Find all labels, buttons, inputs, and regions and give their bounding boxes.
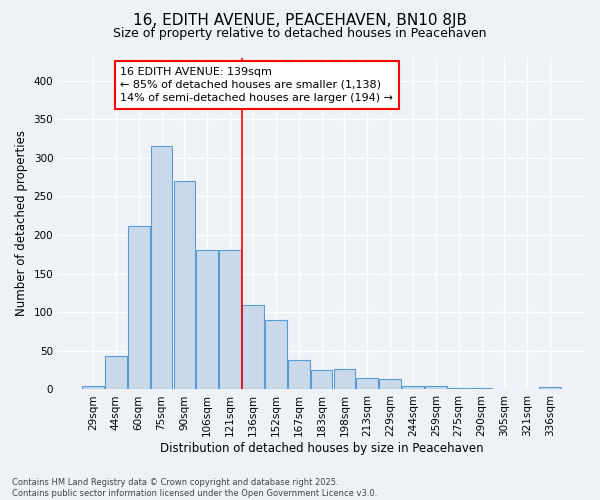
Bar xyxy=(288,360,310,390)
Bar xyxy=(196,250,218,390)
Text: 16, EDITH AVENUE, PEACEHAVEN, BN10 8JB: 16, EDITH AVENUE, PEACEHAVEN, BN10 8JB xyxy=(133,12,467,28)
Text: 16 EDITH AVENUE: 139sqm
← 85% of detached houses are smaller (1,138)
14% of semi: 16 EDITH AVENUE: 139sqm ← 85% of detache… xyxy=(121,67,394,103)
Bar xyxy=(448,388,470,390)
Bar xyxy=(151,146,172,390)
Bar xyxy=(379,380,401,390)
X-axis label: Distribution of detached houses by size in Peacehaven: Distribution of detached houses by size … xyxy=(160,442,484,455)
Bar xyxy=(242,304,264,390)
Bar xyxy=(471,388,493,390)
Bar xyxy=(334,370,355,390)
Bar xyxy=(356,378,378,390)
Bar xyxy=(173,181,195,390)
Bar xyxy=(82,386,104,390)
Text: Size of property relative to detached houses in Peacehaven: Size of property relative to detached ho… xyxy=(113,28,487,40)
Bar xyxy=(128,226,149,390)
Bar xyxy=(219,250,241,390)
Bar xyxy=(539,387,561,390)
Text: Contains HM Land Registry data © Crown copyright and database right 2025.
Contai: Contains HM Land Registry data © Crown c… xyxy=(12,478,377,498)
Bar xyxy=(425,386,447,390)
Bar xyxy=(265,320,287,390)
Y-axis label: Number of detached properties: Number of detached properties xyxy=(15,130,28,316)
Bar xyxy=(105,356,127,390)
Bar xyxy=(402,386,424,390)
Bar xyxy=(311,370,332,390)
